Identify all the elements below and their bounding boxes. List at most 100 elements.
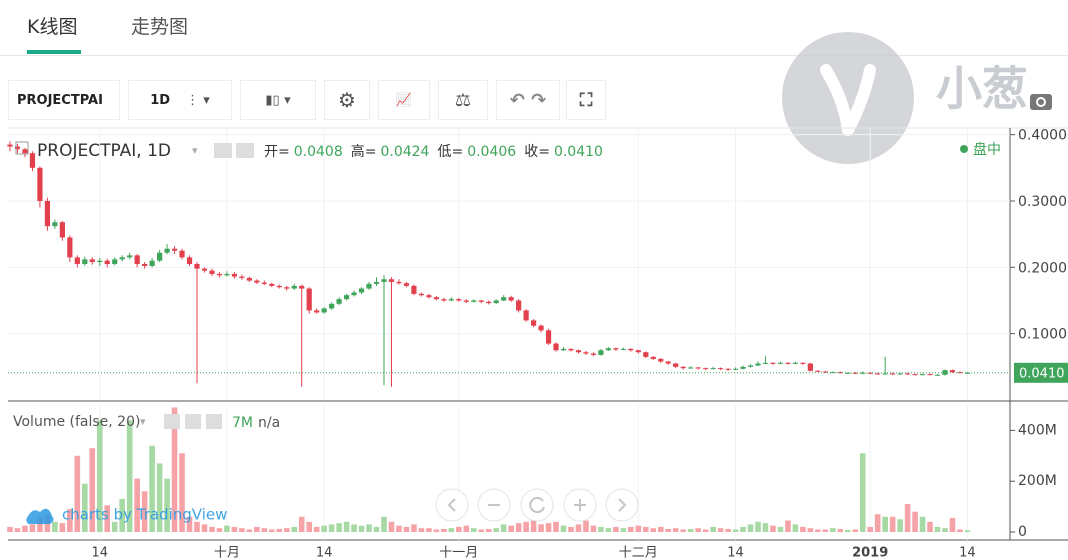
candle-body (486, 301, 492, 304)
legend-value: 0.0424 (380, 144, 429, 160)
volume-bar (89, 448, 96, 532)
volume-bar (96, 420, 103, 532)
candle-body (777, 362, 784, 364)
volume-bar (343, 521, 350, 532)
volume-bar (82, 483, 88, 532)
volume-bar (381, 516, 387, 532)
candle-body (403, 283, 410, 286)
candle-body (194, 264, 200, 269)
volume-bar (635, 525, 642, 532)
candle-body (583, 352, 589, 354)
volume-bar (269, 529, 275, 532)
volume-bar (927, 521, 933, 532)
volume-bar (919, 516, 926, 532)
volume-bar (553, 521, 559, 532)
volume-bar (695, 528, 701, 532)
indicators-button[interactable]: 📈 (378, 80, 430, 120)
volume-bar (665, 528, 672, 532)
candle-body (568, 348, 574, 351)
candle-body (224, 273, 230, 276)
candle-body (695, 367, 701, 369)
candle-body (321, 308, 327, 313)
volume-bar (485, 528, 492, 532)
interval-button[interactable]: 1D ⋮ ▾ (128, 80, 232, 120)
compare-button[interactable]: ⚖ (438, 80, 488, 120)
candle-body (553, 343, 559, 351)
gear-icon[interactable] (236, 143, 254, 158)
volume-bar (426, 528, 432, 532)
volume-bar (747, 524, 754, 532)
tab[interactable]: K线图 (27, 16, 78, 38)
marks (7, 141, 1010, 532)
candle-body (478, 300, 484, 302)
x-tick-label: 十月 (214, 546, 240, 560)
candle-body (269, 283, 275, 286)
candle-body (897, 373, 903, 375)
volume-bar (283, 528, 290, 532)
settings-button[interactable]: ⚙ (324, 80, 370, 120)
close-icon[interactable] (206, 414, 222, 429)
candle-body (919, 374, 926, 376)
candle-body (770, 362, 776, 364)
volume-bar (141, 491, 148, 532)
volume-bar (448, 528, 455, 532)
volume-bar (792, 524, 799, 532)
chart-style-button[interactable]: ▮▯ ▾ (240, 80, 316, 120)
candle-body (680, 366, 686, 369)
eye-icon[interactable] (214, 143, 232, 158)
divider (0, 55, 1068, 56)
volume-bar (762, 523, 769, 532)
volume-bar (523, 521, 529, 532)
scroll-left[interactable] (435, 488, 469, 522)
candle-body (216, 273, 223, 276)
undo-redo-button[interactable]: ↶ ↷ (496, 80, 560, 120)
candle-body (134, 255, 140, 264)
volume-bar (366, 524, 372, 532)
candle-body (725, 368, 731, 370)
volume-bar (508, 525, 514, 532)
volume-bar (403, 526, 410, 532)
volume-bar (171, 407, 178, 532)
candle-body (314, 310, 320, 313)
gear-icon[interactable] (185, 414, 201, 429)
volume-bar (156, 463, 163, 532)
symbol-button[interactable]: PROJECTPAI (8, 80, 120, 120)
volume-bar (717, 528, 724, 532)
volume-bar (111, 521, 118, 532)
candle-body (658, 358, 664, 362)
legend-key: 高= (351, 143, 377, 160)
tab-underline (27, 50, 81, 54)
volume-bar (67, 509, 73, 532)
candle-body (815, 370, 821, 372)
eye-icon[interactable] (164, 414, 180, 429)
reset[interactable] (520, 488, 554, 522)
candle-body (231, 273, 237, 277)
volume-bar (186, 516, 193, 532)
dropdown-icon[interactable]: ▾ (192, 144, 198, 157)
volume-bar (844, 529, 851, 532)
candle-body (471, 300, 477, 302)
volume-bar (500, 524, 507, 532)
x-tick-label: 14 (959, 546, 976, 560)
fullscreen-button[interactable]: ⛶ (566, 80, 606, 120)
candle-body (157, 252, 163, 261)
tab[interactable]: 走势图 (131, 16, 189, 38)
dropdown-icon[interactable]: ▾ (140, 415, 146, 428)
candle-body (351, 292, 357, 296)
candle-body (650, 356, 656, 359)
volume-bar (874, 514, 881, 532)
legend-value: 0.0408 (294, 144, 343, 160)
volume-bar (755, 521, 761, 532)
nav-buttons (435, 488, 639, 522)
volume-bar (478, 529, 485, 532)
x-tick-label: 14 (91, 546, 108, 560)
volume-bar (336, 523, 342, 532)
scroll-right[interactable] (605, 488, 639, 522)
volume-bar (418, 528, 425, 532)
candle-body (306, 288, 312, 311)
candle-body (620, 348, 626, 350)
camera-icon[interactable] (1030, 94, 1052, 110)
volume-bar (882, 516, 888, 532)
volume-bar (949, 518, 956, 532)
